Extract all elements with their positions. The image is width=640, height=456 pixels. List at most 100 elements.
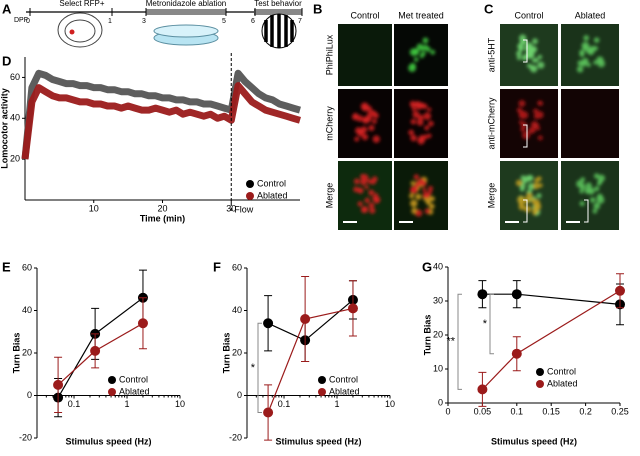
cell [423, 191, 428, 197]
bracket [584, 199, 589, 223]
day-label: 3 [142, 18, 146, 25]
cell [537, 54, 543, 60]
legend-label: Ablated [257, 190, 288, 200]
cell [526, 192, 533, 200]
legend-marker [536, 380, 544, 388]
cell [425, 200, 431, 206]
cell [519, 46, 524, 51]
cell [415, 209, 423, 217]
cell [579, 52, 585, 58]
cell [353, 178, 360, 185]
day-label: 6 [251, 18, 255, 25]
panel-label: E [2, 259, 11, 274]
legend-marker [108, 376, 116, 384]
cell [518, 203, 526, 211]
cell [427, 107, 432, 112]
row-label: anti-5HT [486, 37, 496, 72]
cell [582, 57, 589, 65]
cell-cluster [408, 100, 434, 145]
cell [412, 48, 419, 55]
panel-label: D [2, 53, 11, 68]
row-label: mCherry [324, 106, 334, 141]
legend-marker [536, 368, 544, 376]
cell [520, 175, 526, 181]
cell [372, 111, 377, 116]
cell [427, 190, 433, 195]
cell-cluster [408, 37, 436, 72]
y-tick-label: 20 [433, 329, 443, 339]
marker [615, 285, 625, 296]
ablation-bar [146, 9, 226, 15]
cell [420, 180, 427, 187]
cell [576, 179, 584, 188]
cell [592, 208, 598, 214]
day-label: 5 [222, 18, 226, 25]
cell [519, 40, 525, 46]
marker [477, 384, 488, 395]
column-header: Met treated [398, 10, 444, 20]
cell [536, 193, 542, 199]
cell [593, 173, 600, 179]
cell [413, 57, 419, 62]
bracket [523, 39, 528, 63]
cell [412, 107, 417, 112]
legend-label: Control [119, 374, 148, 384]
cell [357, 201, 363, 207]
y-tick-label: 0 [237, 390, 242, 400]
cell [596, 195, 605, 204]
cell [360, 173, 365, 179]
cell [422, 37, 429, 44]
cell [534, 177, 539, 183]
marker [477, 289, 488, 300]
cell-cluster [353, 173, 381, 214]
cell [516, 55, 522, 61]
cell-cluster [515, 174, 543, 216]
row-label: Merge [486, 183, 496, 209]
cell [371, 176, 378, 182]
cell [372, 135, 381, 143]
marker [511, 348, 522, 359]
significance-bracket [257, 322, 262, 413]
cell [422, 187, 427, 193]
cell [420, 46, 426, 51]
cell [532, 211, 537, 216]
legend-marker [318, 376, 326, 384]
cell [425, 46, 431, 52]
marker [300, 314, 311, 324]
legend-marker [246, 180, 254, 188]
cell [517, 195, 526, 204]
series-line [267, 299, 354, 342]
series-line [21, 82, 301, 160]
x-tick-label: 10 [175, 399, 185, 409]
x-tick-label: 10 [385, 399, 395, 409]
cell [360, 178, 367, 186]
cell [372, 195, 378, 202]
marker [137, 318, 148, 329]
y-tick-label: 40 [22, 305, 32, 315]
legend-label: Control [257, 178, 286, 188]
cell [596, 56, 604, 64]
cell [361, 133, 369, 141]
cell [527, 182, 535, 191]
cell [367, 109, 376, 118]
series-line [21, 69, 301, 160]
significance-label: ** [446, 336, 455, 348]
x-tick-label: 0.15 [542, 406, 560, 416]
cell-cluster [516, 100, 544, 141]
cell [518, 120, 524, 125]
x-tick-label: 0.05 [474, 406, 492, 416]
significance-bracket [457, 293, 462, 390]
micrograph [338, 24, 392, 86]
legend-label: Control [547, 366, 576, 376]
cell [430, 49, 436, 55]
cell [533, 108, 539, 114]
x-tick-label: 10 [89, 203, 99, 213]
cell [531, 128, 536, 133]
y-tick-label: 40 [232, 305, 242, 315]
cell [415, 193, 422, 200]
cell [527, 175, 532, 180]
cell [537, 135, 543, 141]
cell [364, 185, 369, 190]
step-label: Select RFP+ [59, 0, 104, 8]
